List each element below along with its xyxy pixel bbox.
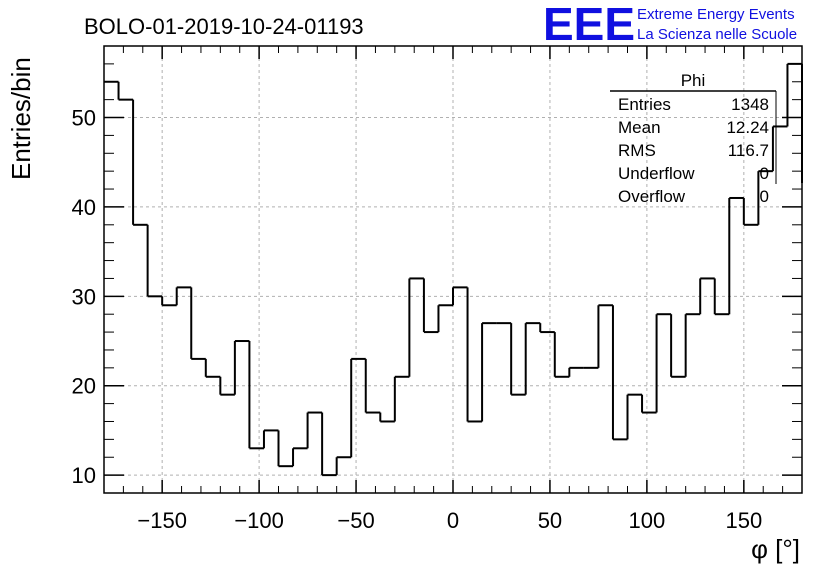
stats-value-entries: 1348 — [731, 95, 769, 114]
stats-value-underflow: 0 — [760, 164, 769, 183]
y-tick-label: 20 — [72, 374, 96, 399]
x-tick-label: 0 — [447, 508, 459, 533]
stats-value-rms: 116.7 — [728, 141, 769, 160]
stats-value-mean: 12.24 — [726, 118, 769, 137]
y-tick-label: 50 — [72, 106, 96, 131]
stats-label-overflow: Overflow — [618, 187, 686, 206]
stats-label-underflow: Underflow — [618, 164, 695, 183]
x-tick-label: 100 — [629, 508, 666, 533]
grid-lines — [104, 46, 802, 493]
histogram-bars — [104, 62, 803, 477]
chart-title: BOLO-01-2019-10-24-01193 — [84, 14, 364, 39]
y-axis-title: Entries/bin — [6, 57, 36, 180]
x-tick-label: 50 — [538, 508, 562, 533]
stats-value-overflow: 0 — [760, 187, 769, 206]
stats-label-mean: Mean — [618, 118, 661, 137]
x-tick-label: −100 — [234, 508, 284, 533]
logo-line-1: Extreme Energy Events — [637, 6, 795, 23]
stats-box: Phi Entries 1348 Mean 12.24 RMS 116.7 Un… — [610, 71, 777, 206]
y-tick-label: 10 — [72, 463, 96, 488]
stats-label-rms: RMS — [618, 141, 656, 160]
logo: EEE Extreme Energy Events La Scienza nel… — [543, 0, 797, 50]
y-tick-label: 30 — [72, 284, 96, 309]
axis-ticks: −150 −100 −50 0 50 100 150 10 20 30 40 50 — [72, 45, 803, 533]
stats-box-title: Phi — [681, 71, 706, 90]
logo-line-2: La Scienza nelle Scuole — [637, 26, 797, 43]
x-tick-label: −50 — [337, 508, 374, 533]
x-tick-label: −150 — [137, 508, 187, 533]
stats-label-entries: Entries — [618, 95, 671, 114]
logo-mark: EEE — [543, 0, 635, 50]
x-tick-label: 150 — [725, 508, 762, 533]
x-axis-title: φ [°] — [751, 534, 800, 564]
y-tick-label: 40 — [72, 195, 96, 220]
